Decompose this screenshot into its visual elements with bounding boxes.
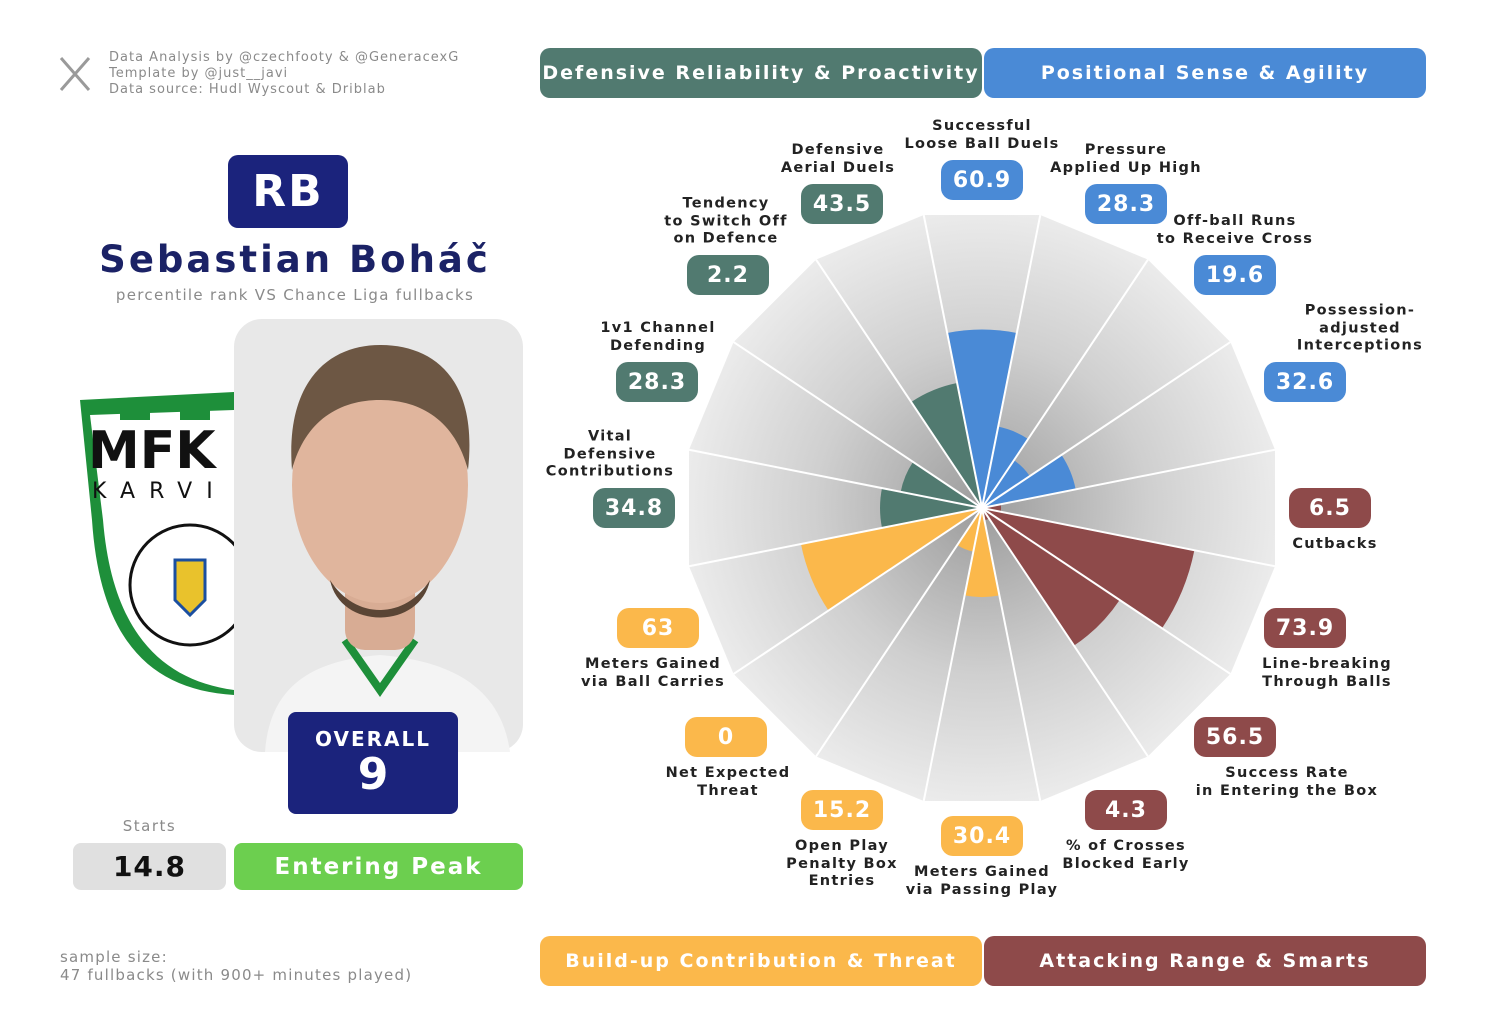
legend-banner: Positional Sense & Agility — [984, 48, 1426, 98]
wedge-separator — [981, 507, 1231, 675]
category-label: Line-breaking Through Balls — [1262, 656, 1392, 690]
category-label: 1v1 Channel Defending — [600, 320, 716, 354]
player-photo — [234, 319, 523, 752]
category-label: Pressure Applied Up High — [1050, 142, 1202, 176]
bar-wedge — [982, 460, 1030, 508]
wedge-separator — [733, 507, 983, 675]
wedge-separator — [981, 507, 1042, 802]
value-label: 43.5 — [801, 184, 883, 224]
value-label: 32.6 — [1264, 362, 1346, 402]
wedge-separator — [981, 341, 1231, 509]
value-label: 34.8 — [593, 488, 675, 528]
bar-wedge — [900, 461, 982, 508]
bar-wedge — [982, 508, 1120, 646]
wedge-separator — [688, 507, 983, 568]
value-label: 0 — [685, 717, 767, 757]
category-label: Tendency to Switch Off on Defence — [664, 195, 788, 247]
svg-text:MFK: MFK — [88, 421, 217, 481]
wedge-separator — [981, 214, 1042, 509]
category-label: Possession-adjusted Interceptions — [1296, 302, 1424, 354]
starts-value: 14.8 — [73, 843, 226, 890]
category-label: Successful Loose Ball Duels — [904, 118, 1060, 152]
wedge-separator — [981, 259, 1149, 509]
legend-banner: Build-up Contribution & Threat — [540, 936, 982, 986]
value-label: 63 — [617, 608, 699, 648]
value-label: 6.5 — [1289, 488, 1371, 528]
credit: Template by @just__javi — [109, 66, 289, 81]
svg-text:KARVI: KARVI — [92, 479, 227, 504]
legend-banner: Attacking Range & Smarts — [984, 936, 1426, 986]
value-label: 28.3 — [616, 362, 698, 402]
category-label: Off-ball Runs to Receive Cross — [1156, 213, 1314, 247]
wedge-separator — [922, 507, 983, 802]
wedge-separator — [981, 507, 1149, 757]
wedge-separator — [981, 507, 1276, 568]
x-logo — [59, 57, 91, 91]
bar-wedge — [800, 508, 982, 611]
credit: Data Analysis by @czechfooty & @Generace… — [109, 50, 460, 65]
category-label: Meters Gained via Ball Carries — [580, 656, 726, 690]
wedge-separator — [733, 341, 983, 509]
wedge-separator — [815, 507, 983, 757]
value-label: 73.9 — [1264, 608, 1346, 648]
wedge-separator — [815, 259, 983, 509]
bar-wedge — [982, 454, 1076, 508]
category-label: Defensive Aerial Duels — [780, 142, 896, 176]
value-label: 56.5 — [1194, 717, 1276, 757]
category-label: Net Expected Threat — [665, 765, 791, 799]
value-label: 2.2 — [687, 255, 769, 295]
bar-wedge — [964, 508, 1000, 598]
category-label: % of Crosses Blocked Early — [1062, 838, 1190, 872]
bar-wedge — [982, 508, 1195, 629]
player-name: Sebastian Boháč — [99, 238, 491, 281]
sample-size: 47 fullbacks (with 900+ minutes played) — [60, 966, 413, 984]
overall-value: 9 — [357, 749, 389, 800]
credit: Data source: Hudl Wyscout & Driblab — [109, 82, 386, 97]
starts-label: Starts — [122, 817, 177, 835]
value-label: 4.3 — [1085, 790, 1167, 830]
bar-wedge — [911, 382, 982, 508]
sample-size: sample size: — [60, 948, 168, 966]
bar-wedge — [982, 426, 1029, 508]
wedge-separator — [688, 448, 983, 509]
bar-wedge — [880, 488, 982, 528]
category-label: Open Play Penalty Box Entries — [786, 838, 898, 889]
subtitle: percentile rank VS Chance Liga fullbacks — [115, 286, 475, 304]
overall-label: OVERALL — [315, 727, 431, 751]
stage-badge: Entering Peak — [234, 843, 523, 890]
value-label: 28.3 — [1085, 184, 1167, 224]
bar-wedge — [947, 329, 1017, 508]
wedge-separator — [922, 214, 983, 509]
value-label: 60.9 — [941, 160, 1023, 200]
category-label: Success Rate in Entering the Box — [1195, 765, 1379, 799]
category-label: Meters Gained via Passing Play — [905, 864, 1059, 898]
value-label: 15.2 — [801, 790, 883, 830]
position-badge: RB — [228, 155, 348, 228]
wedge-separator — [981, 448, 1276, 509]
value-label: 30.4 — [941, 816, 1023, 856]
legend-banner: Defensive Reliability & Proactivity — [540, 48, 982, 98]
overall-box: OVERALL 9 — [288, 712, 458, 814]
category-label: Vital Defensive Contributions — [545, 428, 675, 480]
value-label: 19.6 — [1194, 255, 1276, 295]
category-label: Cutbacks — [1292, 536, 1378, 552]
club-logo: MFK KARVI — [80, 392, 252, 695]
